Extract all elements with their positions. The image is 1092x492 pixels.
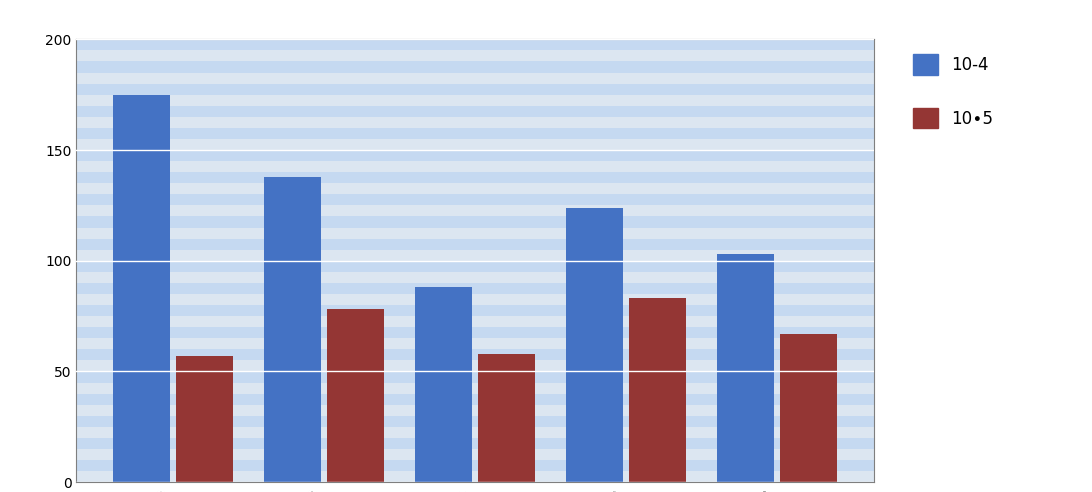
Bar	[76, 72, 874, 84]
Bar	[566, 208, 622, 482]
Bar	[76, 239, 874, 249]
Bar	[76, 327, 874, 338]
Bar	[76, 227, 874, 239]
Bar	[76, 139, 874, 150]
Bar	[76, 172, 874, 183]
Bar	[76, 50, 874, 62]
Bar	[629, 298, 687, 482]
Bar	[76, 438, 874, 449]
Bar	[76, 460, 874, 471]
Bar	[76, 283, 874, 294]
Bar	[76, 150, 874, 161]
Bar	[76, 94, 874, 106]
Bar	[76, 117, 874, 128]
Bar	[76, 194, 874, 205]
Bar	[76, 161, 874, 172]
Bar	[76, 84, 874, 94]
Bar	[76, 416, 874, 427]
Bar	[76, 128, 874, 139]
Bar	[76, 338, 874, 349]
Bar	[76, 349, 874, 360]
Bar	[76, 427, 874, 438]
Bar	[76, 316, 874, 327]
Legend: 10-4, 10∙5: 10-4, 10∙5	[906, 48, 999, 135]
Bar	[76, 106, 874, 117]
Bar	[478, 354, 535, 482]
Bar	[76, 272, 874, 283]
Bar	[76, 449, 874, 460]
Bar	[76, 404, 874, 416]
Bar	[76, 371, 874, 382]
Bar	[76, 261, 874, 272]
Bar	[176, 356, 234, 482]
Bar	[76, 294, 874, 305]
Bar	[716, 254, 774, 482]
Bar	[76, 39, 874, 50]
Bar	[328, 309, 384, 482]
Bar	[76, 360, 874, 371]
Bar	[76, 183, 874, 194]
Bar	[76, 394, 874, 404]
Bar	[263, 177, 321, 482]
Bar	[76, 382, 874, 394]
Bar	[76, 305, 874, 316]
Bar	[76, 216, 874, 227]
Bar	[76, 249, 874, 261]
Bar	[76, 205, 874, 216]
Bar	[780, 334, 838, 482]
Bar	[112, 94, 170, 482]
Bar	[76, 62, 874, 72]
Bar	[76, 471, 874, 482]
Bar	[415, 287, 472, 482]
